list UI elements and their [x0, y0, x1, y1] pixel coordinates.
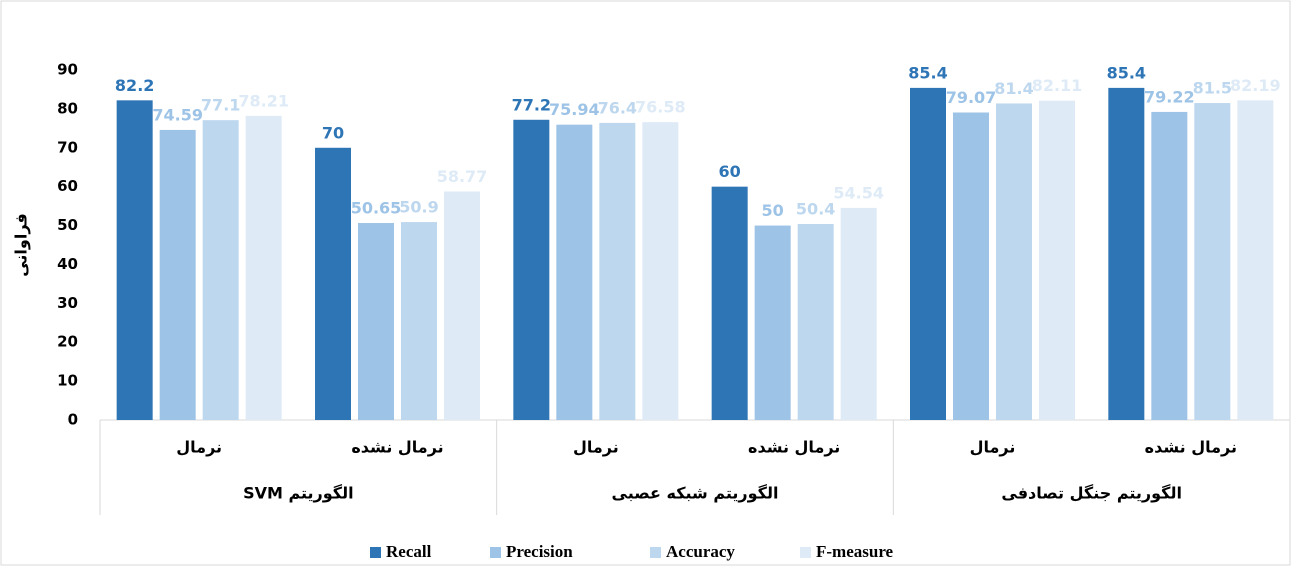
group-label: الگوریتم شبکه عصبی [612, 484, 779, 503]
value-label: 81.4 [994, 79, 1033, 98]
x-tick-label: نرمال [176, 438, 222, 457]
value-label: 50.9 [399, 198, 438, 217]
bar [996, 103, 1032, 420]
bar [315, 147, 351, 420]
value-label: 82.11 [1032, 76, 1083, 95]
bar [1039, 100, 1075, 420]
value-label: 50.65 [351, 199, 402, 218]
value-label: 50.4 [796, 200, 835, 219]
bar [910, 87, 946, 420]
bar [513, 119, 550, 421]
value-label: 77.2 [512, 95, 551, 114]
x-tick-label: نرمال نشده [351, 438, 443, 457]
y-tick-label: 50 [57, 216, 78, 234]
bar [159, 129, 196, 420]
value-label: 79.07 [946, 88, 997, 107]
value-label: 70 [322, 123, 344, 142]
y-tick-label: 60 [57, 177, 78, 195]
bar [1194, 103, 1231, 421]
y-tick-label: 10 [57, 372, 78, 390]
legend-swatch [650, 547, 661, 558]
group-label: الگوریتم SVM [243, 484, 354, 503]
value-label: 82.2 [115, 76, 154, 95]
value-label: 54.54 [833, 183, 884, 202]
value-label: 78.21 [238, 91, 289, 110]
bar [1151, 111, 1188, 420]
legend-label: F-measure [816, 542, 894, 561]
y-tick-label: 90 [57, 61, 78, 79]
x-tick-label: نرمال نشده [748, 438, 840, 457]
bar [444, 191, 480, 420]
value-label: 76.58 [635, 98, 686, 117]
y-tick-label: 40 [57, 255, 78, 273]
bar [1108, 87, 1145, 420]
x-tick-label: نرمال نشده [1145, 438, 1237, 457]
bar [797, 224, 834, 420]
value-label: 75.94 [549, 100, 600, 119]
value-label: 58.77 [437, 167, 488, 186]
legend-swatch [800, 547, 811, 558]
bar [1237, 100, 1274, 420]
value-label: 81.5 [1193, 79, 1232, 98]
legend-swatch [370, 547, 381, 558]
y-tick-label: 20 [57, 333, 78, 351]
legend-label: Accuracy [666, 542, 735, 561]
value-label: 82.19 [1230, 76, 1281, 95]
y-tick-label: 0 [68, 411, 78, 429]
y-tick-label: 80 [57, 99, 78, 117]
bar [556, 124, 593, 420]
bar [840, 207, 877, 420]
value-label: 85.4 [1107, 63, 1146, 82]
bar [202, 120, 239, 421]
value-label: 79.22 [1144, 87, 1195, 106]
bar [358, 223, 394, 420]
bar [401, 222, 437, 420]
legend-label: Recall [386, 542, 432, 561]
x-tick-label: نرمال [970, 438, 1016, 457]
group-label: الگوریتم جنگل تصادفی [1001, 484, 1182, 503]
bar [599, 122, 636, 420]
bar [711, 186, 748, 420]
value-label: 77.1 [201, 96, 240, 115]
legend-swatch [490, 547, 501, 558]
value-label: 85.4 [908, 63, 947, 82]
value-label: 50 [762, 201, 784, 220]
y-tick-label: 30 [57, 294, 78, 312]
value-label: 74.59 [152, 105, 203, 124]
value-label: 60 [719, 162, 741, 181]
y-tick-label: 70 [57, 138, 78, 156]
y-axis-title: فراوانی [12, 213, 31, 277]
bar [245, 115, 282, 420]
bar [116, 100, 153, 420]
value-label: 76.4 [598, 98, 637, 117]
bar [953, 112, 989, 420]
legend-label: Precision [506, 542, 573, 561]
bar [754, 225, 791, 420]
x-tick-label: نرمال [573, 438, 619, 457]
bar [642, 122, 679, 420]
